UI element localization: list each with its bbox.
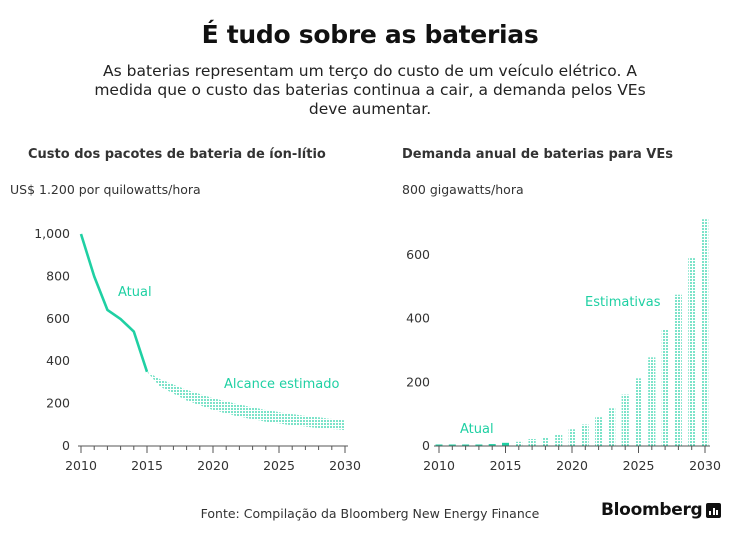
estimated-demand-bar xyxy=(595,417,603,446)
brand-name: Bloomberg xyxy=(601,500,703,520)
estimated-demand-bar xyxy=(688,258,696,446)
x-tick-label: 2030 xyxy=(689,458,721,473)
demand-chart-unit-label: 800 gigawatts/hora xyxy=(402,182,524,197)
estimated-demand-bar xyxy=(528,438,536,446)
y-tick-label: 0 xyxy=(422,438,430,453)
x-tick-label: 2010 xyxy=(423,458,455,473)
estimate-annotation: Alcance estimado xyxy=(224,377,339,392)
x-tick-label: 2010 xyxy=(65,458,97,473)
y-tick-label: 600 xyxy=(406,247,430,262)
x-tick-label: 2020 xyxy=(556,458,588,473)
bloomberg-logo: Bloomberg xyxy=(601,500,722,520)
y-tick-label: 0 xyxy=(62,438,70,453)
actual-demand-bar xyxy=(502,442,509,446)
actual-demand-bar xyxy=(488,444,496,446)
page-subtitle: As baterias representam um terço do cust… xyxy=(94,62,646,118)
actual-demand-bar xyxy=(475,444,483,446)
estimated-demand-bar xyxy=(648,357,656,446)
estimate-annotation: Estimativas xyxy=(585,295,661,310)
actual-cost-line xyxy=(79,233,149,373)
y-tick-label: 1,000 xyxy=(34,226,70,241)
estimated-demand-bar xyxy=(608,408,616,446)
cost-chart: 0 200 400 600 800 1,000 2010 2015 2020 2025 2030 At… xyxy=(34,226,361,473)
demand-chart-title: Demanda anual de baterias para VEs xyxy=(402,147,673,162)
estimated-range-band xyxy=(147,371,345,431)
estimated-demand-bar xyxy=(674,294,682,446)
y-tick-label: 800 xyxy=(46,268,70,283)
x-tick-label: 2025 xyxy=(263,458,295,473)
actual-annotation: Atual xyxy=(460,422,494,437)
actual-annotation: Atual xyxy=(118,285,152,300)
demand-chart: 0 200 400 600 2010 2015 2020 2025 2030 Atual Estim… xyxy=(406,219,721,473)
estimated-demand-bar xyxy=(635,378,642,446)
estimated-demand-bar xyxy=(515,441,523,446)
cost-chart-unit-label: US$ 1.200 por quilowatts/hora xyxy=(10,182,201,197)
estimated-demand-bar xyxy=(555,434,563,446)
x-tick-label: 2030 xyxy=(329,458,361,473)
y-tick-label: 200 xyxy=(406,374,430,389)
estimated-demand-bar xyxy=(568,429,576,446)
x-tick-label: 2015 xyxy=(490,458,522,473)
estimated-demand-bar xyxy=(541,437,549,446)
estimated-demand-bar xyxy=(701,219,709,446)
x-tick-label: 2025 xyxy=(623,458,655,473)
estimated-demand-bar xyxy=(621,394,629,446)
page-title: É tudo sobre as baterias xyxy=(201,20,539,49)
x-tick-label: 2015 xyxy=(131,458,163,473)
actual-demand-bar xyxy=(462,444,470,446)
cost-chart-title: Custo dos pacotes de bateria de íon-líti… xyxy=(28,147,326,162)
estimated-demand-bar xyxy=(661,329,669,446)
actual-demand-bar xyxy=(448,444,456,446)
actual-demand-bar xyxy=(435,444,443,446)
y-tick-label: 400 xyxy=(46,353,70,368)
y-tick-label: 600 xyxy=(46,311,70,326)
y-tick-label: 400 xyxy=(406,311,430,326)
x-tick-label: 2020 xyxy=(197,458,229,473)
estimated-demand-bar xyxy=(581,424,589,446)
bloomberg-terminal-icon xyxy=(706,502,722,518)
source-note: Fonte: Compilação da Bloomberg New Energ… xyxy=(200,506,540,521)
y-tick-label: 200 xyxy=(46,396,70,411)
